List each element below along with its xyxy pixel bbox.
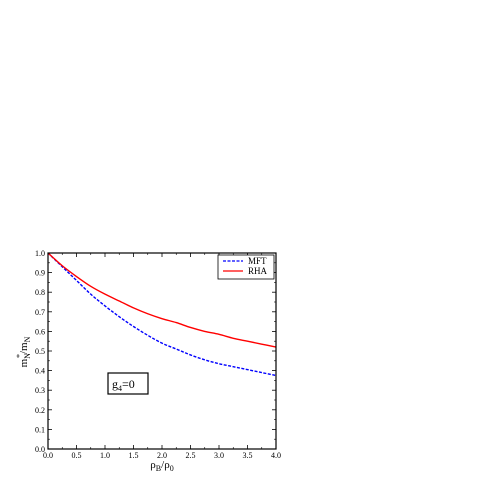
annotation-sub: 4 <box>118 384 122 393</box>
y-axis-title: mN*/mN <box>15 336 32 367</box>
y-axis-title-main: m <box>18 358 30 367</box>
y-tick-label-8: 0.8 <box>35 288 45 297</box>
annotation-box <box>107 372 149 395</box>
series-line-mft <box>47 252 277 377</box>
y-tick-label-1: 0.1 <box>35 425 45 434</box>
y-tick-label-0: 0.0 <box>35 445 45 454</box>
x-axis-title-sub2: 0 <box>170 464 174 473</box>
x-axis-title: ρB/ρ0 <box>150 459 173 473</box>
x-tick-label-1: 0.5 <box>72 451 82 460</box>
x-axis-title-slash: /ρ <box>161 459 170 471</box>
y-tick-label-10: 1.0 <box>35 249 45 258</box>
legend-box <box>217 254 275 280</box>
tick-labels: 0.0 0.5 1.0 1.5 2.0 2.5 3.0 3.5 4.0 0.0 0.1 0.2 0.3 0… <box>35 249 281 460</box>
series-line-rha <box>47 252 277 348</box>
y-tick-label-2: 0.2 <box>35 406 45 415</box>
y-axis-title-sup: * <box>15 354 24 358</box>
y-tick-label-9: 0.9 <box>35 269 45 278</box>
x-tick-label-2: 1.0 <box>100 451 110 460</box>
y-axis-title-slash: /m <box>18 342 30 354</box>
x-axis-title-sub1: B <box>156 464 161 473</box>
legend: MFT RHA <box>217 254 275 280</box>
x-tick-label-3: 1.5 <box>129 451 139 460</box>
legend-label-rha: RHA <box>248 266 268 276</box>
y-tick-label-6: 0.6 <box>35 327 45 336</box>
y-tick-label-5: 0.5 <box>35 347 45 356</box>
x-tick-label-7: 3.5 <box>243 451 253 460</box>
plot-frame <box>47 252 277 450</box>
legend-label-mft: MFT <box>248 256 267 266</box>
y-tick-label-7: 0.7 <box>35 308 45 317</box>
y-axis-title-sub1: N <box>23 353 32 359</box>
x-tick-label-8: 4.0 <box>271 451 281 460</box>
annotation-rest: =0 <box>122 377 135 391</box>
x-tick-label-0: 0.0 <box>43 451 53 460</box>
series-layer <box>47 252 277 377</box>
x-tick-label-4: 2.0 <box>157 451 167 460</box>
x-tick-label-5: 2.5 <box>186 451 196 460</box>
x-tick-label-6: 3.0 <box>214 451 224 460</box>
annotation-text: g4=0 <box>112 377 135 393</box>
y-tick-label-4: 0.4 <box>35 367 45 376</box>
y-tick-label-3: 0.3 <box>35 386 45 395</box>
annotation: g4=0 <box>107 372 149 395</box>
annotation-main: g <box>112 377 118 391</box>
x-axis-title-main: ρ <box>150 459 156 471</box>
y-axis-title-sub2: N <box>23 336 32 342</box>
